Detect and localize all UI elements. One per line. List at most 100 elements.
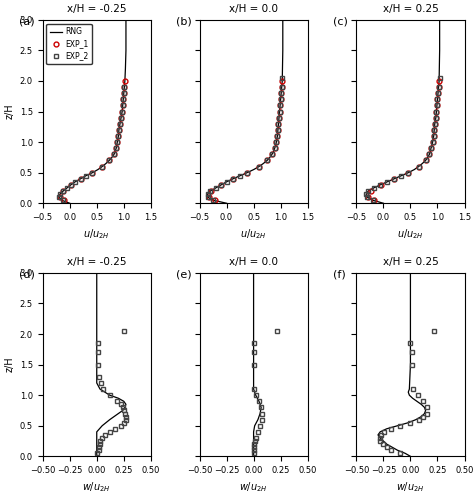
- EXP_1: [117, 121, 123, 127]
- EXP_1: [230, 176, 236, 182]
- RNG: [278, 90, 284, 96]
- RNG: [267, 154, 273, 160]
- RNG: [273, 142, 279, 148]
- EXP_1: [244, 170, 250, 176]
- X-axis label: $u/u_{2H}$: $u/u_{2H}$: [240, 228, 267, 242]
- EXP_1: [212, 197, 218, 203]
- EXP_2: [60, 188, 66, 194]
- RNG: [59, 197, 64, 203]
- RNG: [274, 133, 280, 139]
- Text: (b): (b): [176, 16, 191, 26]
- EXP_2: [210, 197, 216, 203]
- EXP_2: [113, 145, 119, 151]
- RNG: [121, 84, 127, 90]
- EXP_1: [120, 103, 126, 109]
- EXP_2: [230, 176, 236, 182]
- RNG: [436, 78, 442, 84]
- RNG: [277, 103, 283, 109]
- RNG: [377, 182, 383, 188]
- EXP_1: [277, 103, 283, 109]
- RNG: [269, 151, 275, 157]
- X-axis label: $w/u_{2H}$: $w/u_{2H}$: [239, 481, 268, 495]
- EXP_1: [434, 103, 440, 109]
- X-axis label: $u/u_{2H}$: $u/u_{2H}$: [83, 228, 110, 242]
- EXP_1: [62, 197, 67, 203]
- EXP_1: [423, 157, 428, 163]
- EXP_2: [56, 194, 62, 200]
- EXP_1: [90, 170, 95, 176]
- EXP_1: [219, 182, 224, 188]
- EXP_2: [57, 191, 63, 197]
- RNG: [436, 84, 441, 90]
- EXP_2: [100, 164, 105, 170]
- X-axis label: $w/u_{2H}$: $w/u_{2H}$: [396, 481, 425, 495]
- RNG: [275, 121, 281, 127]
- RNG: [365, 188, 371, 194]
- EXP_2: [72, 179, 78, 185]
- RNG: [274, 136, 280, 142]
- RNG: [78, 176, 83, 182]
- RNG: [64, 185, 70, 191]
- EXP_2: [256, 164, 262, 170]
- EXP_1: [275, 121, 281, 127]
- Line: EXP_1: EXP_1: [206, 78, 285, 202]
- EXP_2: [60, 197, 66, 203]
- RNG: [103, 161, 109, 167]
- RNG: [365, 194, 370, 200]
- EXP_2: [269, 151, 275, 157]
- EXP_1: [121, 90, 127, 96]
- RNG: [278, 96, 283, 102]
- RNG: [122, 78, 128, 84]
- RNG: [277, 109, 283, 115]
- EXP_1: [106, 157, 112, 163]
- RNG: [279, 78, 285, 84]
- EXP_1: [60, 188, 66, 194]
- EXP_1: [378, 182, 383, 188]
- RNG: [435, 90, 441, 96]
- EXP_1: [436, 84, 441, 90]
- RNG: [430, 139, 436, 145]
- EXP_2: [121, 90, 127, 96]
- EXP_1: [119, 109, 125, 115]
- EXP_1: [276, 115, 282, 121]
- EXP_2: [435, 90, 441, 96]
- EXP_2: [90, 170, 95, 176]
- RNG: [205, 194, 210, 200]
- EXP_2: [279, 84, 284, 90]
- Line: EXP_2: EXP_2: [205, 75, 285, 202]
- EXP_2: [64, 185, 70, 191]
- RNG: [251, 167, 256, 173]
- EXP_2: [437, 75, 443, 81]
- RNG: [210, 197, 216, 203]
- RNG: [56, 194, 62, 200]
- RNG: [437, 48, 443, 54]
- EXP_2: [276, 115, 282, 121]
- EXP_1: [264, 157, 270, 163]
- EXP_1: [392, 176, 397, 182]
- EXP_2: [363, 191, 369, 197]
- EXP_2: [430, 139, 436, 145]
- EXP_1: [272, 145, 277, 151]
- RNG: [224, 200, 229, 206]
- RNG: [280, 17, 286, 23]
- EXP_2: [121, 84, 127, 90]
- Text: (a): (a): [19, 16, 35, 26]
- EXP_1: [365, 194, 371, 200]
- RNG: [112, 148, 118, 154]
- EXP_1: [433, 115, 439, 121]
- RNG: [109, 154, 115, 160]
- EXP_2: [436, 84, 441, 90]
- RNG: [90, 170, 95, 176]
- EXP_2: [205, 194, 210, 200]
- EXP_2: [83, 173, 89, 179]
- EXP_2: [278, 96, 283, 102]
- RNG: [437, 17, 443, 23]
- RNG: [123, 17, 129, 23]
- EXP_2: [106, 157, 112, 163]
- RNG: [276, 115, 282, 121]
- RNG: [106, 157, 112, 163]
- EXP_1: [120, 96, 126, 102]
- X-axis label: $w/u_{2H}$: $w/u_{2H}$: [82, 481, 111, 495]
- EXP_1: [277, 109, 283, 115]
- EXP_1: [111, 151, 117, 157]
